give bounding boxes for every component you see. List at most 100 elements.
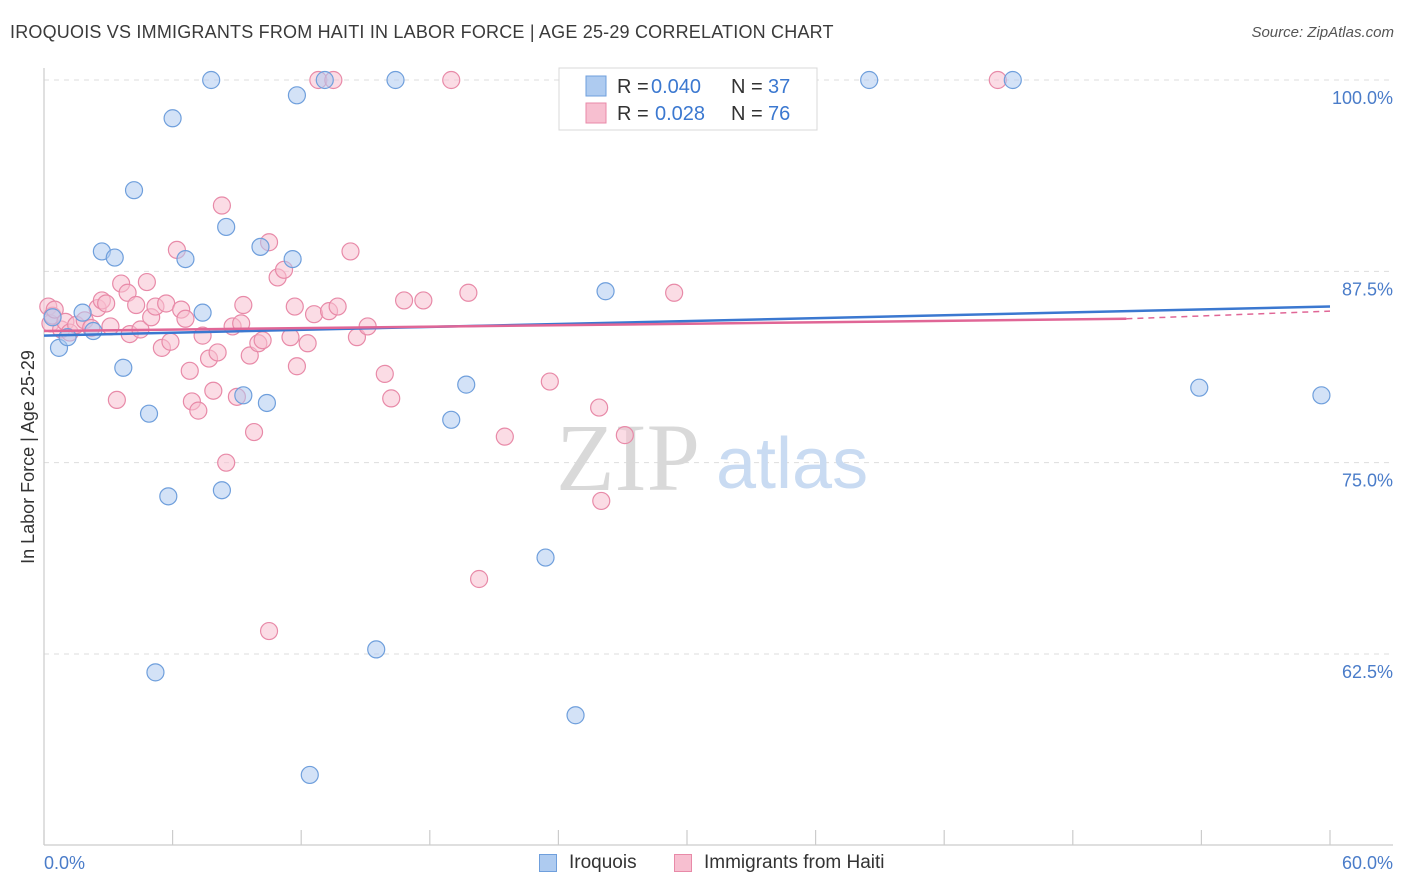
legend-n-value-2: 76 xyxy=(768,103,790,125)
legend-n-value-1: 37 xyxy=(768,76,790,98)
haiti-point xyxy=(592,491,611,511)
x-axis-ticks xyxy=(43,830,1331,845)
watermark: ZIP atlas xyxy=(556,404,868,511)
legend-item-iroquois: Iroquois xyxy=(539,852,637,874)
legend-r-label-1: R = xyxy=(617,76,649,98)
haiti-point xyxy=(615,426,634,445)
haiti-point xyxy=(304,305,324,324)
trend-lines xyxy=(43,305,1331,337)
legend-n-label-2: N = xyxy=(731,103,763,125)
x-tick-label-min: 0.0% xyxy=(44,853,85,873)
y-tick-labels: 62.5% 75.0% 87.5% 100.0% xyxy=(1332,88,1393,682)
legend-label-haiti: Immigrants from Haiti xyxy=(704,852,885,873)
haiti-point xyxy=(253,331,272,350)
iroquois-point xyxy=(457,375,476,394)
iroquois-trend-line xyxy=(43,305,1331,337)
haiti-point xyxy=(212,196,231,215)
haiti-point xyxy=(259,621,279,641)
axes xyxy=(43,68,1393,846)
watermark-zip: ZIP xyxy=(556,404,700,511)
legend-swatch-haiti xyxy=(585,102,607,124)
haiti-point xyxy=(234,295,253,315)
iroquois-point xyxy=(442,410,461,429)
iroquois-point xyxy=(287,86,307,105)
haiti-point xyxy=(107,390,126,410)
iroquois-point xyxy=(596,282,615,301)
iroquois-point xyxy=(386,70,405,90)
haiti-point xyxy=(208,343,227,362)
iroquois-point xyxy=(163,109,182,128)
haiti-point xyxy=(414,291,433,310)
legend-r-value-1: 0.040 xyxy=(651,76,701,98)
y-tick-label: 75.0% xyxy=(1342,471,1393,491)
haiti-point xyxy=(217,453,236,472)
iroquois-point xyxy=(193,303,212,322)
iroquois-point xyxy=(176,249,195,269)
iroquois-point xyxy=(146,663,165,682)
iroquois-point xyxy=(73,303,92,322)
haiti-point xyxy=(244,422,264,442)
iroquois-point xyxy=(860,70,879,90)
haiti-point xyxy=(137,272,156,292)
iroquois-points xyxy=(43,70,1331,785)
iroquois-point xyxy=(159,487,178,506)
legend-swatch xyxy=(539,854,557,872)
iroquois-point xyxy=(300,765,319,785)
haiti-point xyxy=(540,372,559,391)
haiti-point xyxy=(495,427,514,446)
haiti-point xyxy=(180,361,199,380)
haiti-trend-line xyxy=(43,317,1127,333)
legend-n-label-1: N = xyxy=(731,76,763,98)
haiti-point xyxy=(161,332,180,351)
y-axis-label: In Labor Force | Age 25-29 xyxy=(18,350,38,564)
chart-title: IROQUOIS VS IMMIGRANTS FROM HAITI IN LAB… xyxy=(10,22,834,42)
iroquois-point xyxy=(283,249,302,269)
iroquois-point xyxy=(139,404,159,423)
iroquois-point xyxy=(536,548,555,567)
iroquois-point xyxy=(114,358,133,377)
haiti-point xyxy=(590,398,609,417)
haiti-point xyxy=(189,401,208,420)
bottom-legend: Iroquois Immigrants from Haiti xyxy=(0,852,1406,878)
iroquois-point xyxy=(234,386,253,405)
iroquois-point xyxy=(315,70,334,90)
haiti-point xyxy=(176,309,195,328)
iroquois-point xyxy=(251,237,270,256)
iroquois-point xyxy=(367,640,386,659)
haiti-point xyxy=(469,569,489,589)
iroquois-point xyxy=(1312,386,1331,405)
haiti-point xyxy=(375,364,394,383)
stats-legend: R = 0.040 N = 37 R = 0.028 N = 76 xyxy=(558,67,818,131)
haiti-point xyxy=(285,297,304,316)
haiti-point xyxy=(341,242,360,261)
legend-r-value-2: 0.028 xyxy=(655,103,705,125)
haiti-trend-extension xyxy=(1126,310,1331,320)
iroquois-point xyxy=(124,181,144,200)
iroquois-point xyxy=(105,248,124,267)
haiti-point xyxy=(328,297,347,316)
grid-lines xyxy=(44,79,1393,655)
y-tick-label: 100.0% xyxy=(1332,88,1393,108)
iroquois-point xyxy=(1003,70,1022,90)
haiti-point xyxy=(101,317,120,336)
haiti-point xyxy=(382,389,401,408)
watermark-atlas: atlas xyxy=(716,424,868,504)
haiti-point xyxy=(204,381,223,400)
y-tick-label: 87.5% xyxy=(1342,279,1393,299)
iroquois-point xyxy=(212,481,231,500)
haiti-point xyxy=(287,357,307,376)
haiti-point xyxy=(459,283,478,302)
legend-label-iroquois: Iroquois xyxy=(569,852,637,873)
iroquois-point xyxy=(43,308,62,327)
iroquois-point xyxy=(1190,378,1209,397)
y-tick-label: 62.5% xyxy=(1342,662,1393,682)
haiti-point xyxy=(298,334,317,353)
haiti-point xyxy=(394,291,414,310)
x-tick-label-max: 60.0% xyxy=(1342,853,1393,873)
source-label: Source: ZipAtlas.com xyxy=(1251,24,1394,41)
iroquois-point xyxy=(217,217,236,237)
legend-r-label-2: R = xyxy=(617,103,649,125)
legend-swatch xyxy=(674,854,692,872)
iroquois-point xyxy=(257,393,277,413)
